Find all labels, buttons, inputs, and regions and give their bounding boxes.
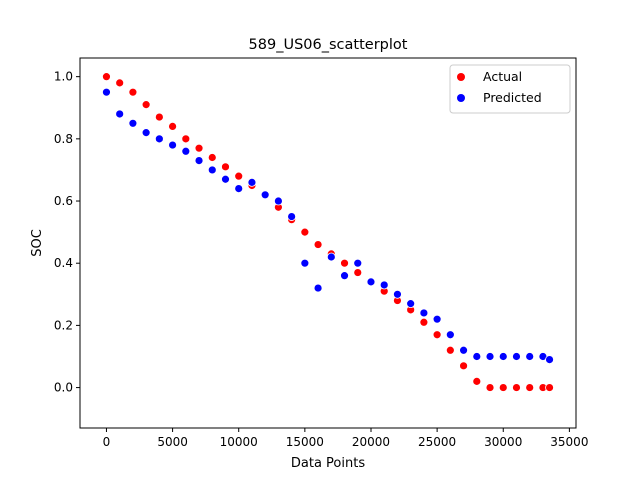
actual-point [512,383,521,392]
legend-actual-marker [457,73,465,81]
actual-point [168,122,177,131]
actual-point [207,153,217,162]
actual-point [353,268,363,277]
predicted-point [273,196,283,206]
legend: Actual Predicted [449,64,571,114]
predicted-point [313,283,323,293]
actual-point [498,383,508,392]
x-axis: 0 5000 10000 15000 20000 25000 30000 35000 [103,428,588,449]
actual-point [115,78,125,88]
plot-marks [102,72,554,392]
y-tick-label: 0.4 [54,256,73,270]
y-tick-label: 1.0 [54,70,73,84]
actual-point [472,376,482,386]
predicted-point [287,212,297,221]
predicted-point [340,271,349,281]
predicted-point [379,280,389,290]
actual-point [154,112,164,122]
actual-point [459,361,468,371]
actual-point [128,87,138,97]
predicted-point [525,352,535,361]
actual-point [340,258,349,268]
chart-title: 589_US06_scatterplot [249,37,408,53]
predicted-point [115,109,125,119]
predicted-point [406,299,416,309]
predicted-point [234,184,244,193]
predicted-point [194,156,204,166]
legend-box [449,64,571,114]
x-tick-label: 30000 [484,435,522,449]
predicted-point [247,177,257,187]
predicted-point [445,330,455,340]
x-tick-label: 15000 [286,435,324,449]
predicted-point [154,134,164,144]
actual-point [181,134,191,144]
legend-predicted-marker [457,94,465,102]
actual-point [485,383,495,392]
x-tick-label: 35000 [550,435,588,449]
actual-point [300,227,310,237]
actual-point [445,345,455,355]
actual-point [234,171,244,181]
y-tick-label: 0.2 [54,318,73,332]
predicted-point [141,128,151,138]
series-predicted [102,87,554,364]
predicted-point [168,140,177,150]
y-axis-label: SOC [30,229,45,257]
y-tick-label: 0.0 [54,381,73,395]
y-axis: 0.0 0.2 0.4 0.6 0.8 1.0 [54,70,80,395]
predicted-point [207,165,217,175]
x-tick-label: 0 [103,435,111,449]
actual-point [525,383,535,392]
legend-predicted-label: Predicted [483,90,542,105]
predicted-point [393,289,402,299]
predicted-point [432,314,442,324]
predicted-point [326,252,336,262]
legend-actual-label: Actual [483,69,522,84]
predicted-point [353,258,363,268]
x-tick-label: 20000 [352,435,390,449]
predicted-point [221,174,230,184]
x-tick-label: 25000 [418,435,456,449]
predicted-point [102,87,111,97]
y-tick-label: 0.6 [54,194,73,208]
x-tick-label: 10000 [220,435,258,449]
predicted-point [485,352,495,361]
actual-point [432,330,442,340]
actual-point [141,100,151,110]
predicted-point [300,258,310,268]
x-tick-label: 5000 [157,435,188,449]
plot-frame [79,57,577,429]
predicted-point [512,352,521,361]
predicted-point [472,352,482,361]
actual-point [419,317,429,327]
actual-point [313,240,323,249]
y-tick-label: 0.8 [54,132,73,146]
actual-point [545,383,554,392]
actual-point [102,72,111,82]
predicted-point [366,277,376,287]
predicted-point [459,345,468,355]
actual-point [194,143,204,153]
x-axis-label: Data Points [291,456,365,471]
actual-point [221,162,230,172]
predicted-point [545,355,554,364]
predicted-point [181,146,191,156]
predicted-point [260,190,270,200]
predicted-point [498,352,508,361]
predicted-point [128,118,138,128]
predicted-point [419,308,429,318]
